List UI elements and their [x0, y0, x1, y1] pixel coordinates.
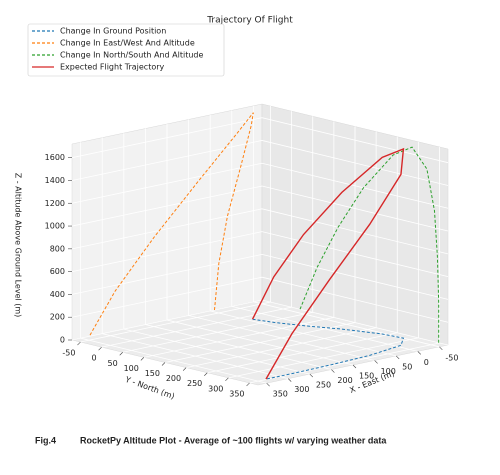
grid-line [71, 276, 449, 323]
x-tick [395, 355, 400, 360]
grid-line [71, 254, 449, 300]
y-tick-label: -50 [62, 349, 75, 358]
x-tick [331, 369, 335, 373]
caption-label: Fig.4 [35, 435, 56, 445]
z-tick-label: 1200 [45, 199, 65, 208]
y-tick-label: 300 [208, 384, 223, 393]
y-tick [204, 372, 208, 376]
x-tick-label: 50 [402, 362, 412, 371]
grid-line [231, 110, 418, 352]
grid-line [71, 231, 449, 278]
y-tick-label: 0 [91, 354, 96, 363]
x-tick-label: 150 [359, 372, 374, 381]
y-tick-label: 150 [145, 369, 160, 378]
y-tick [225, 377, 229, 382]
x-tick [439, 346, 443, 351]
x-tick-label: 350 [273, 390, 288, 399]
trajectory-line [252, 318, 405, 380]
x-tick-label: 0 [424, 358, 429, 367]
z-tick-label: 800 [50, 244, 65, 253]
grid-line [249, 146, 440, 384]
x-tick [288, 378, 292, 382]
y-tick [161, 362, 166, 366]
grid-line [71, 117, 449, 164]
y-tick-label: 50 [108, 359, 118, 368]
x-tick-label: 200 [337, 376, 352, 385]
legend-label: Expected Flight Trajectory [60, 63, 165, 72]
grid-line [71, 140, 449, 186]
y-tick [182, 367, 187, 371]
z-axis-label: Z - Altitude Above Ground Level (m) [14, 173, 23, 318]
legend-label: Change In East/West And Altitude [60, 39, 195, 48]
y-tick [77, 341, 81, 346]
grid-line [123, 133, 310, 375]
x-tick [374, 360, 378, 364]
y-tick-label: 350 [229, 389, 244, 398]
z-tick-label: 400 [50, 290, 65, 299]
legend-label: Change In Ground Position [60, 27, 166, 36]
x-tick [266, 382, 270, 387]
grid-line [80, 106, 271, 343]
grid-line [145, 128, 332, 370]
grid-line [207, 136, 398, 374]
y-tick-label: 100 [124, 364, 139, 373]
grid-line [252, 105, 440, 348]
x-tick-label: 300 [294, 385, 309, 394]
grid-line [164, 126, 356, 363]
grid-line [71, 162, 449, 209]
x-tick [417, 351, 421, 355]
z-tick-label: 600 [50, 267, 65, 276]
grid-line [80, 142, 267, 384]
grid-line [166, 124, 354, 366]
grid-line [122, 116, 314, 353]
grid-line [228, 141, 419, 379]
y-tick [246, 382, 250, 387]
grid-line [188, 119, 375, 361]
grid-line [209, 114, 397, 357]
y-tick [119, 352, 123, 356]
z-tick-label: 0 [60, 336, 65, 345]
trajectory-line [251, 147, 405, 380]
caption-text: RocketPy Altitude Plot - Average of ~100… [80, 435, 387, 445]
z-tick-label: 1000 [45, 222, 65, 231]
x-tick-label: 250 [316, 381, 331, 390]
grid-line [186, 131, 377, 369]
grid-line [101, 137, 289, 380]
y-tick-label: 200 [166, 374, 181, 383]
chart-title: Trajectory Of Flight [206, 16, 293, 26]
x-tick [352, 364, 357, 369]
x-tick [309, 373, 314, 378]
grid-line [101, 111, 292, 348]
trajectory-line [88, 112, 254, 337]
x-tick-label: 100 [381, 367, 396, 376]
z-tick-label: 1400 [45, 176, 65, 185]
legend-box [27, 23, 225, 77]
y-tick [140, 357, 145, 361]
grid-line [143, 121, 335, 358]
y-tick-label: 250 [187, 379, 202, 388]
grid-line [71, 185, 449, 232]
z-tick-label: 200 [50, 313, 65, 322]
trajectory-line [299, 146, 440, 343]
grid-line [71, 208, 449, 255]
y-tick [98, 346, 102, 351]
x-tick-label: -50 [445, 353, 458, 362]
z-tick-label: 1600 [45, 153, 65, 162]
legend-label: Change In North/South And Altitude [60, 51, 204, 60]
